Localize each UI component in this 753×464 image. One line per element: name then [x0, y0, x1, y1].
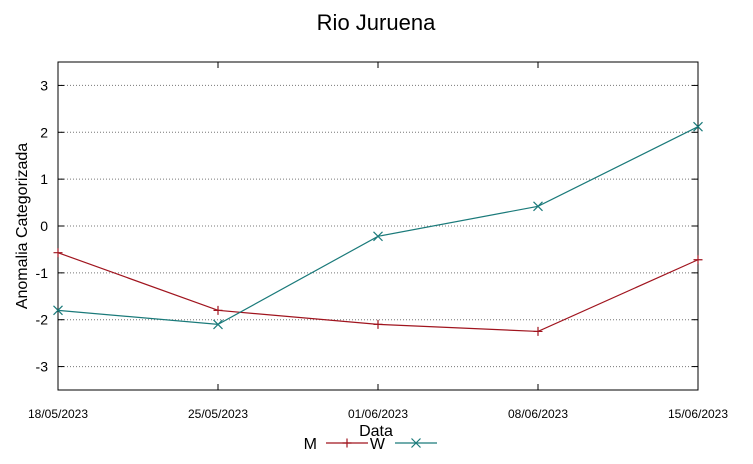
legend-item-M: M	[304, 436, 368, 453]
legend-label: M	[304, 436, 317, 453]
data-point-marker	[213, 305, 223, 315]
data-point-marker	[373, 231, 383, 242]
data-point-marker	[411, 438, 421, 448]
data-point-marker	[342, 438, 352, 448]
chart-title: Rio Juruena	[317, 10, 436, 35]
data-point-marker	[693, 121, 703, 132]
series-M	[53, 248, 703, 336]
x-tick-label: 01/06/2023	[348, 407, 408, 421]
y-tick-label: 1	[40, 171, 48, 187]
x-axis-label: Data	[359, 423, 393, 440]
y-tick-label: -2	[36, 312, 49, 328]
y-axis-label: Anomalia Categorizada	[14, 143, 31, 309]
data-point-marker	[53, 248, 63, 258]
series-W	[53, 121, 703, 330]
x-tick-label: 08/06/2023	[508, 407, 568, 421]
data-point-marker	[53, 305, 63, 316]
y-tick-label: 3	[40, 77, 48, 93]
legend-item-W: W	[370, 436, 437, 453]
y-tick-label: 2	[40, 124, 48, 140]
x-tick-label: 25/05/2023	[188, 407, 248, 421]
x-tick-label: 18/05/2023	[28, 407, 88, 421]
series-layer	[53, 121, 703, 336]
legend-label: W	[370, 436, 386, 453]
data-point-marker	[533, 201, 543, 212]
y-tick-label: -1	[36, 265, 49, 281]
y-tick-label: 0	[40, 218, 48, 234]
data-point-marker	[693, 255, 703, 265]
y-axis-ticks: 3 2 1 0 -1 -2 -3	[36, 77, 698, 375]
data-point-marker	[213, 319, 223, 330]
y-tick-label: -3	[36, 359, 49, 375]
x-axis-ticks: 18/05/2023 25/05/2023 01/06/2023 08/06/2023…	[28, 62, 728, 421]
data-point-marker	[373, 319, 383, 329]
x-tick-label: 15/06/2023	[668, 407, 728, 421]
data-point-marker	[533, 326, 543, 336]
